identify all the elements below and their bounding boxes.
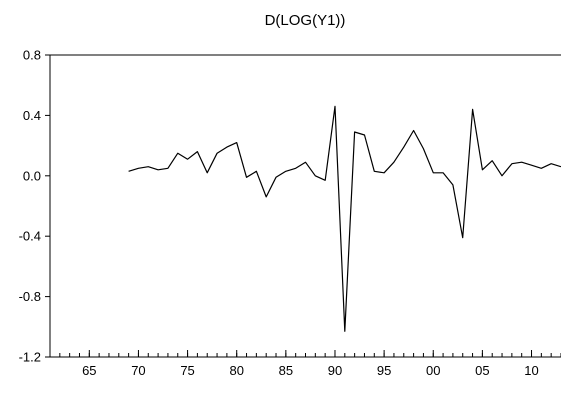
x-tick-label: 85 (279, 363, 293, 378)
y-tick-label: 0.4 (23, 108, 41, 123)
y-tick-label: -0.8 (19, 289, 41, 304)
x-axis-ticks: 65 70 75 80 85 90 95 00 05 10 (49, 350, 561, 378)
y-tick-label: -0.4 (19, 229, 41, 244)
y-axis-ticks: 0.8 0.4 0.0 -0.4 -0.8 -1.2 (19, 48, 50, 365)
x-tick-label: 70 (131, 363, 145, 378)
x-tick-label: 95 (377, 363, 391, 378)
plot-area (128, 105, 561, 332)
chart-axes (49, 54, 561, 358)
x-tick-label: 00 (426, 363, 440, 378)
y-tick-label: 0.8 (23, 48, 41, 63)
series-line (128, 105, 561, 332)
chart-title: D(LOG(Y1)) (265, 12, 346, 29)
plot-frame (49, 54, 561, 358)
x-tick-label: 05 (475, 363, 489, 378)
x-tick-label: 80 (229, 363, 243, 378)
x-tick-label: 10 (524, 363, 538, 378)
y-tick-label: 0.0 (23, 168, 41, 183)
y-tick-label: -1.2 (19, 350, 41, 365)
x-tick-label: 90 (328, 363, 342, 378)
x-tick-label: 75 (180, 363, 194, 378)
x-tick-label: 65 (82, 363, 96, 378)
